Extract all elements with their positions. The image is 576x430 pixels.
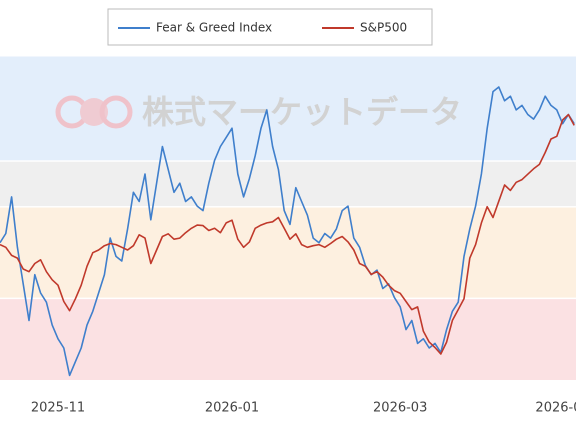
watermark (55, 95, 133, 129)
x-tick-label: 2026-05 (535, 401, 576, 416)
series-line (0, 86, 575, 377)
x-tick-label: 2026-01 (205, 401, 259, 416)
zone-band (0, 297, 576, 380)
zone-band (0, 160, 576, 207)
series-line (0, 113, 575, 355)
legend-label: Fear & Greed Index (156, 21, 272, 35)
legend-box (107, 8, 433, 46)
logo (80, 98, 108, 126)
x-tick-label: 2025-11 (31, 401, 85, 416)
logo (99, 95, 133, 129)
x-tick-label: 2026-03 (373, 401, 427, 416)
watermark-text: 株式マーケットデータ (142, 93, 462, 131)
legend-label: S&P500 (360, 21, 407, 35)
